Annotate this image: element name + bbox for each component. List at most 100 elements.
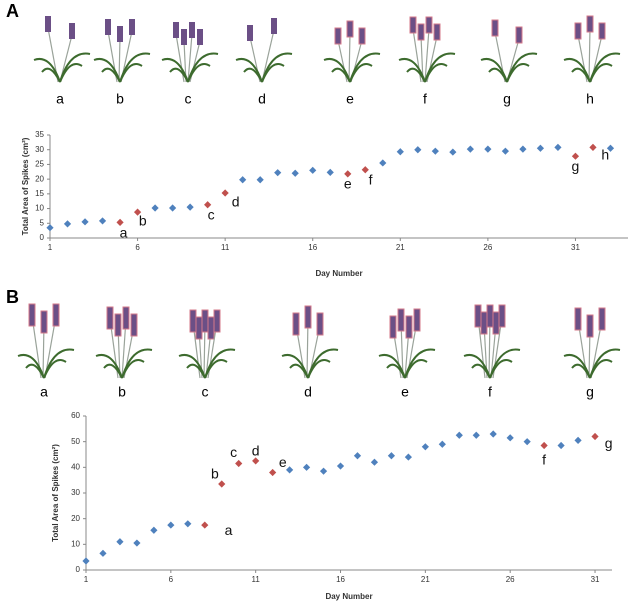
y-tick-label: 0	[76, 565, 81, 574]
image-label: e	[346, 91, 354, 107]
x-tick-label: 26	[506, 575, 515, 584]
data-point	[99, 549, 107, 557]
leaf	[307, 348, 339, 379]
leaf	[349, 52, 381, 83]
spike	[413, 308, 421, 332]
image-label: f	[488, 384, 492, 400]
annotation: c	[208, 207, 215, 223]
leaf	[563, 58, 591, 83]
spike	[574, 22, 582, 40]
panel-label: B	[6, 287, 19, 307]
data-point	[489, 430, 497, 438]
leaf	[59, 52, 91, 83]
data-point	[379, 159, 387, 167]
x-axis-label: Day Number	[325, 592, 372, 601]
spike	[45, 16, 51, 32]
leaf	[424, 52, 456, 83]
data-point	[309, 166, 317, 174]
leaf	[323, 58, 351, 83]
x-tick-label: 31	[571, 243, 580, 252]
data-point	[523, 438, 531, 446]
data-point	[150, 526, 158, 534]
spike	[114, 313, 122, 337]
data-point	[472, 431, 480, 439]
data-point	[353, 452, 362, 460]
leaf	[261, 52, 293, 83]
image-label: h	[586, 91, 594, 107]
image-label: d	[304, 384, 312, 400]
annotation: d	[232, 193, 240, 209]
data-point	[591, 432, 599, 441]
spike	[417, 23, 425, 41]
leaf	[506, 52, 538, 83]
y-tick-label: 60	[71, 411, 80, 420]
data-point	[98, 217, 107, 225]
data-point	[46, 224, 54, 232]
data-point	[396, 148, 404, 156]
y-tick-label: 30	[71, 488, 80, 497]
y-tick-label: 30	[35, 145, 44, 154]
spike	[195, 316, 203, 340]
annotation: a	[120, 224, 128, 240]
spike	[173, 22, 179, 38]
annotation: e	[279, 454, 287, 470]
y-tick-label: 40	[71, 462, 80, 471]
stem	[424, 28, 430, 83]
annotation: g	[605, 435, 613, 451]
annotation: c	[230, 444, 237, 460]
leaf	[589, 52, 621, 83]
spike	[28, 303, 36, 327]
data-point	[218, 480, 226, 488]
spike	[69, 23, 75, 39]
leaf	[563, 354, 591, 379]
y-axis-label: Total Area of Spikes (cm²)	[21, 137, 30, 235]
panel-label: A	[6, 1, 19, 21]
data-point	[370, 458, 379, 466]
x-tick-label: 31	[591, 575, 600, 584]
data-point	[414, 146, 422, 154]
spike	[40, 310, 48, 334]
data-point	[404, 453, 412, 461]
leaf	[95, 354, 123, 379]
y-tick-label: 5	[40, 218, 45, 227]
leaf	[281, 354, 309, 379]
y-tick-label: 35	[35, 130, 44, 139]
leaf	[404, 348, 436, 379]
y-tick-label: 20	[35, 174, 44, 183]
spike	[586, 314, 594, 338]
annotation: f	[542, 452, 546, 468]
leaf	[17, 354, 45, 379]
data-point	[221, 189, 229, 197]
data-point	[239, 176, 247, 184]
annotation: d	[252, 443, 260, 459]
stem	[118, 37, 121, 83]
spike	[292, 312, 300, 336]
x-tick-label: 16	[308, 243, 317, 252]
data-point	[167, 521, 175, 529]
leaf	[378, 354, 406, 379]
stem	[588, 27, 591, 83]
x-tick-label: 11	[221, 243, 230, 252]
leaf	[235, 58, 263, 83]
leaf	[43, 348, 75, 379]
leaf	[119, 52, 151, 83]
spike	[334, 27, 342, 45]
data-point	[336, 462, 345, 470]
leaf	[463, 354, 491, 379]
data-point	[344, 170, 352, 178]
y-axis-label: Total Area of Spikes (cm²)	[51, 444, 60, 542]
data-point	[571, 152, 580, 160]
spike	[498, 304, 506, 328]
spike	[271, 18, 277, 34]
spike	[207, 316, 215, 340]
annotation: a	[225, 522, 233, 538]
data-point	[252, 457, 260, 465]
data-point	[291, 169, 299, 177]
annotation: f	[369, 171, 373, 187]
leaf	[187, 52, 219, 83]
data-point	[438, 440, 446, 448]
x-tick-label: 21	[421, 575, 430, 584]
spike	[181, 29, 187, 45]
image-label: e	[401, 384, 409, 400]
